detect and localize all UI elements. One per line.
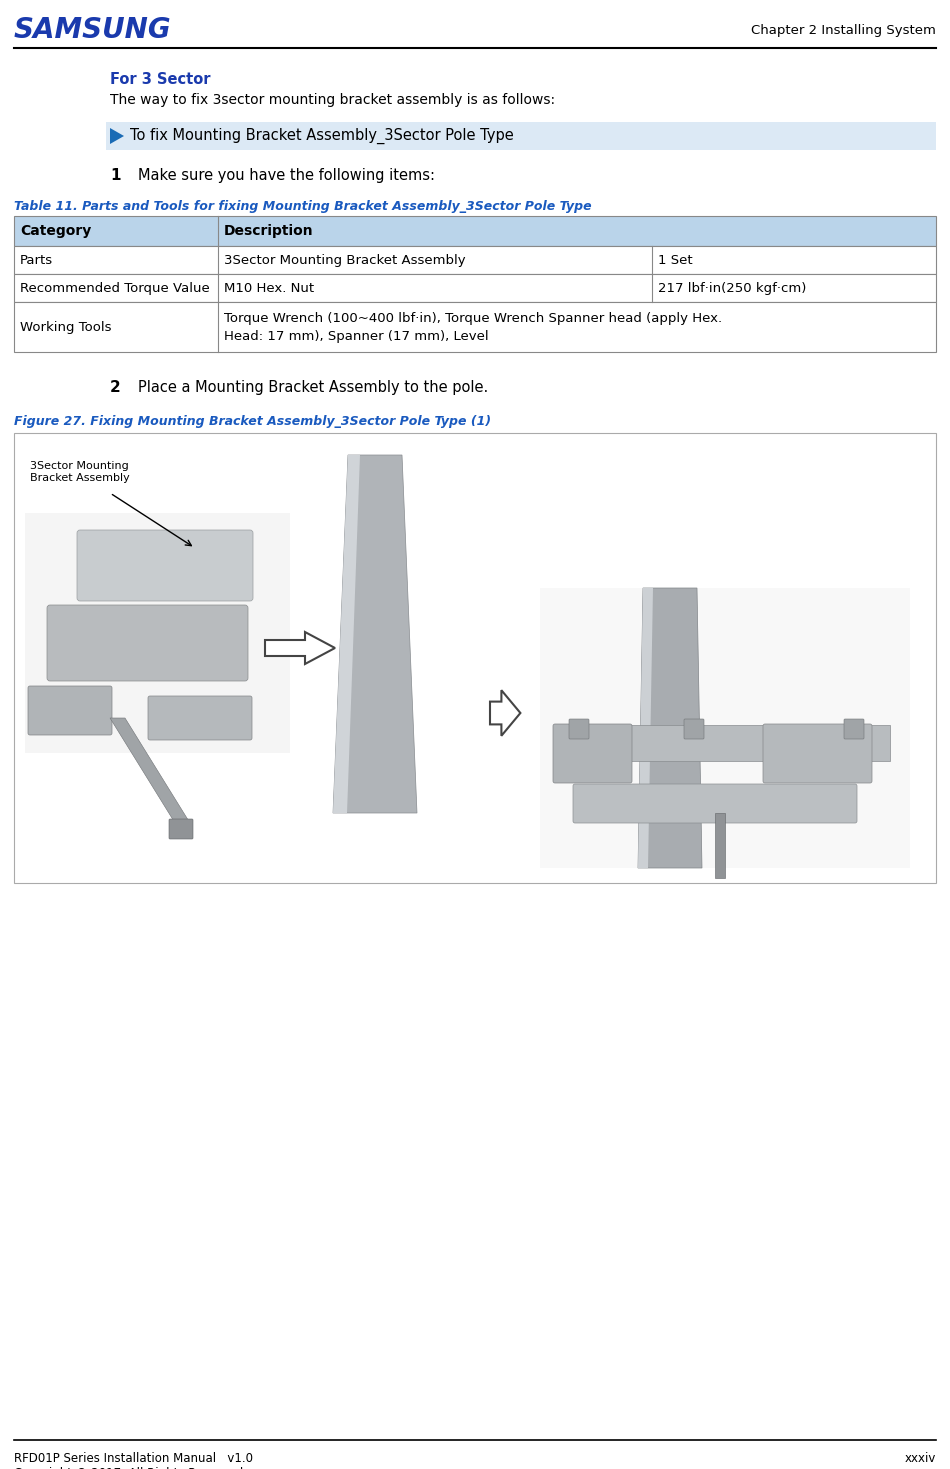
Polygon shape xyxy=(490,690,521,736)
Text: Description: Description xyxy=(224,223,314,238)
FancyBboxPatch shape xyxy=(14,216,936,245)
FancyBboxPatch shape xyxy=(148,696,252,740)
FancyBboxPatch shape xyxy=(540,588,910,868)
Text: RFD01P Series Installation Manual   v1.0
Copyright © 2017, All Rights Reserved.: RFD01P Series Installation Manual v1.0 C… xyxy=(14,1451,253,1469)
Text: Place a Mounting Bracket Assembly to the pole.: Place a Mounting Bracket Assembly to the… xyxy=(138,380,488,395)
FancyBboxPatch shape xyxy=(763,724,872,783)
Text: Figure 27. Fixing Mounting Bracket Assembly_3Sector Pole Type (1): Figure 27. Fixing Mounting Bracket Assem… xyxy=(14,416,491,427)
Text: 3Sector Mounting Bracket Assembly: 3Sector Mounting Bracket Assembly xyxy=(224,254,466,266)
FancyBboxPatch shape xyxy=(14,245,936,275)
FancyBboxPatch shape xyxy=(573,784,857,823)
Text: xxxiv: xxxiv xyxy=(904,1451,936,1465)
FancyBboxPatch shape xyxy=(14,433,936,883)
Polygon shape xyxy=(110,128,124,144)
FancyBboxPatch shape xyxy=(684,718,704,739)
Text: 1: 1 xyxy=(110,167,121,184)
FancyBboxPatch shape xyxy=(47,605,248,682)
FancyBboxPatch shape xyxy=(77,530,253,601)
Polygon shape xyxy=(265,632,335,664)
Polygon shape xyxy=(715,812,725,878)
Text: Category: Category xyxy=(20,223,91,238)
FancyBboxPatch shape xyxy=(569,718,589,739)
Text: Working Tools: Working Tools xyxy=(20,320,111,333)
FancyBboxPatch shape xyxy=(14,275,936,303)
Polygon shape xyxy=(638,588,653,868)
Text: Table 11. Parts and Tools for fixing Mounting Bracket Assembly_3Sector Pole Type: Table 11. Parts and Tools for fixing Mou… xyxy=(14,200,592,213)
Text: Recommended Torque Value: Recommended Torque Value xyxy=(20,282,210,294)
Text: Chapter 2 Installing System: Chapter 2 Installing System xyxy=(751,24,936,37)
Polygon shape xyxy=(110,718,190,823)
Polygon shape xyxy=(560,726,890,761)
Text: For 3 Sector: For 3 Sector xyxy=(110,72,211,87)
FancyBboxPatch shape xyxy=(553,724,632,783)
Text: 3Sector Mounting
Bracket Assembly: 3Sector Mounting Bracket Assembly xyxy=(30,461,130,483)
Text: Torque Wrench (100~400 lbf·in), Torque Wrench Spanner head (apply Hex.: Torque Wrench (100~400 lbf·in), Torque W… xyxy=(224,311,722,325)
Text: SAMSUNG: SAMSUNG xyxy=(14,16,172,44)
Text: To fix Mounting Bracket Assembly_3Sector Pole Type: To fix Mounting Bracket Assembly_3Sector… xyxy=(130,128,514,144)
Text: Parts: Parts xyxy=(20,254,53,266)
FancyBboxPatch shape xyxy=(25,513,290,754)
FancyBboxPatch shape xyxy=(169,820,193,839)
FancyBboxPatch shape xyxy=(14,303,936,353)
FancyBboxPatch shape xyxy=(844,718,864,739)
Text: 217 lbf·in(250 kgf·cm): 217 lbf·in(250 kgf·cm) xyxy=(658,282,807,294)
Text: Make sure you have the following items:: Make sure you have the following items: xyxy=(138,167,435,184)
Text: The way to fix 3sector mounting bracket assembly is as follows:: The way to fix 3sector mounting bracket … xyxy=(110,93,555,107)
FancyBboxPatch shape xyxy=(106,122,936,150)
Polygon shape xyxy=(638,588,702,868)
FancyBboxPatch shape xyxy=(28,686,112,734)
Polygon shape xyxy=(333,455,417,812)
Text: 2: 2 xyxy=(110,380,121,395)
Text: 1 Set: 1 Set xyxy=(658,254,693,266)
Text: M10 Hex. Nut: M10 Hex. Nut xyxy=(224,282,314,294)
Polygon shape xyxy=(333,455,360,812)
Text: Head: 17 mm), Spanner (17 mm), Level: Head: 17 mm), Spanner (17 mm), Level xyxy=(224,329,488,342)
